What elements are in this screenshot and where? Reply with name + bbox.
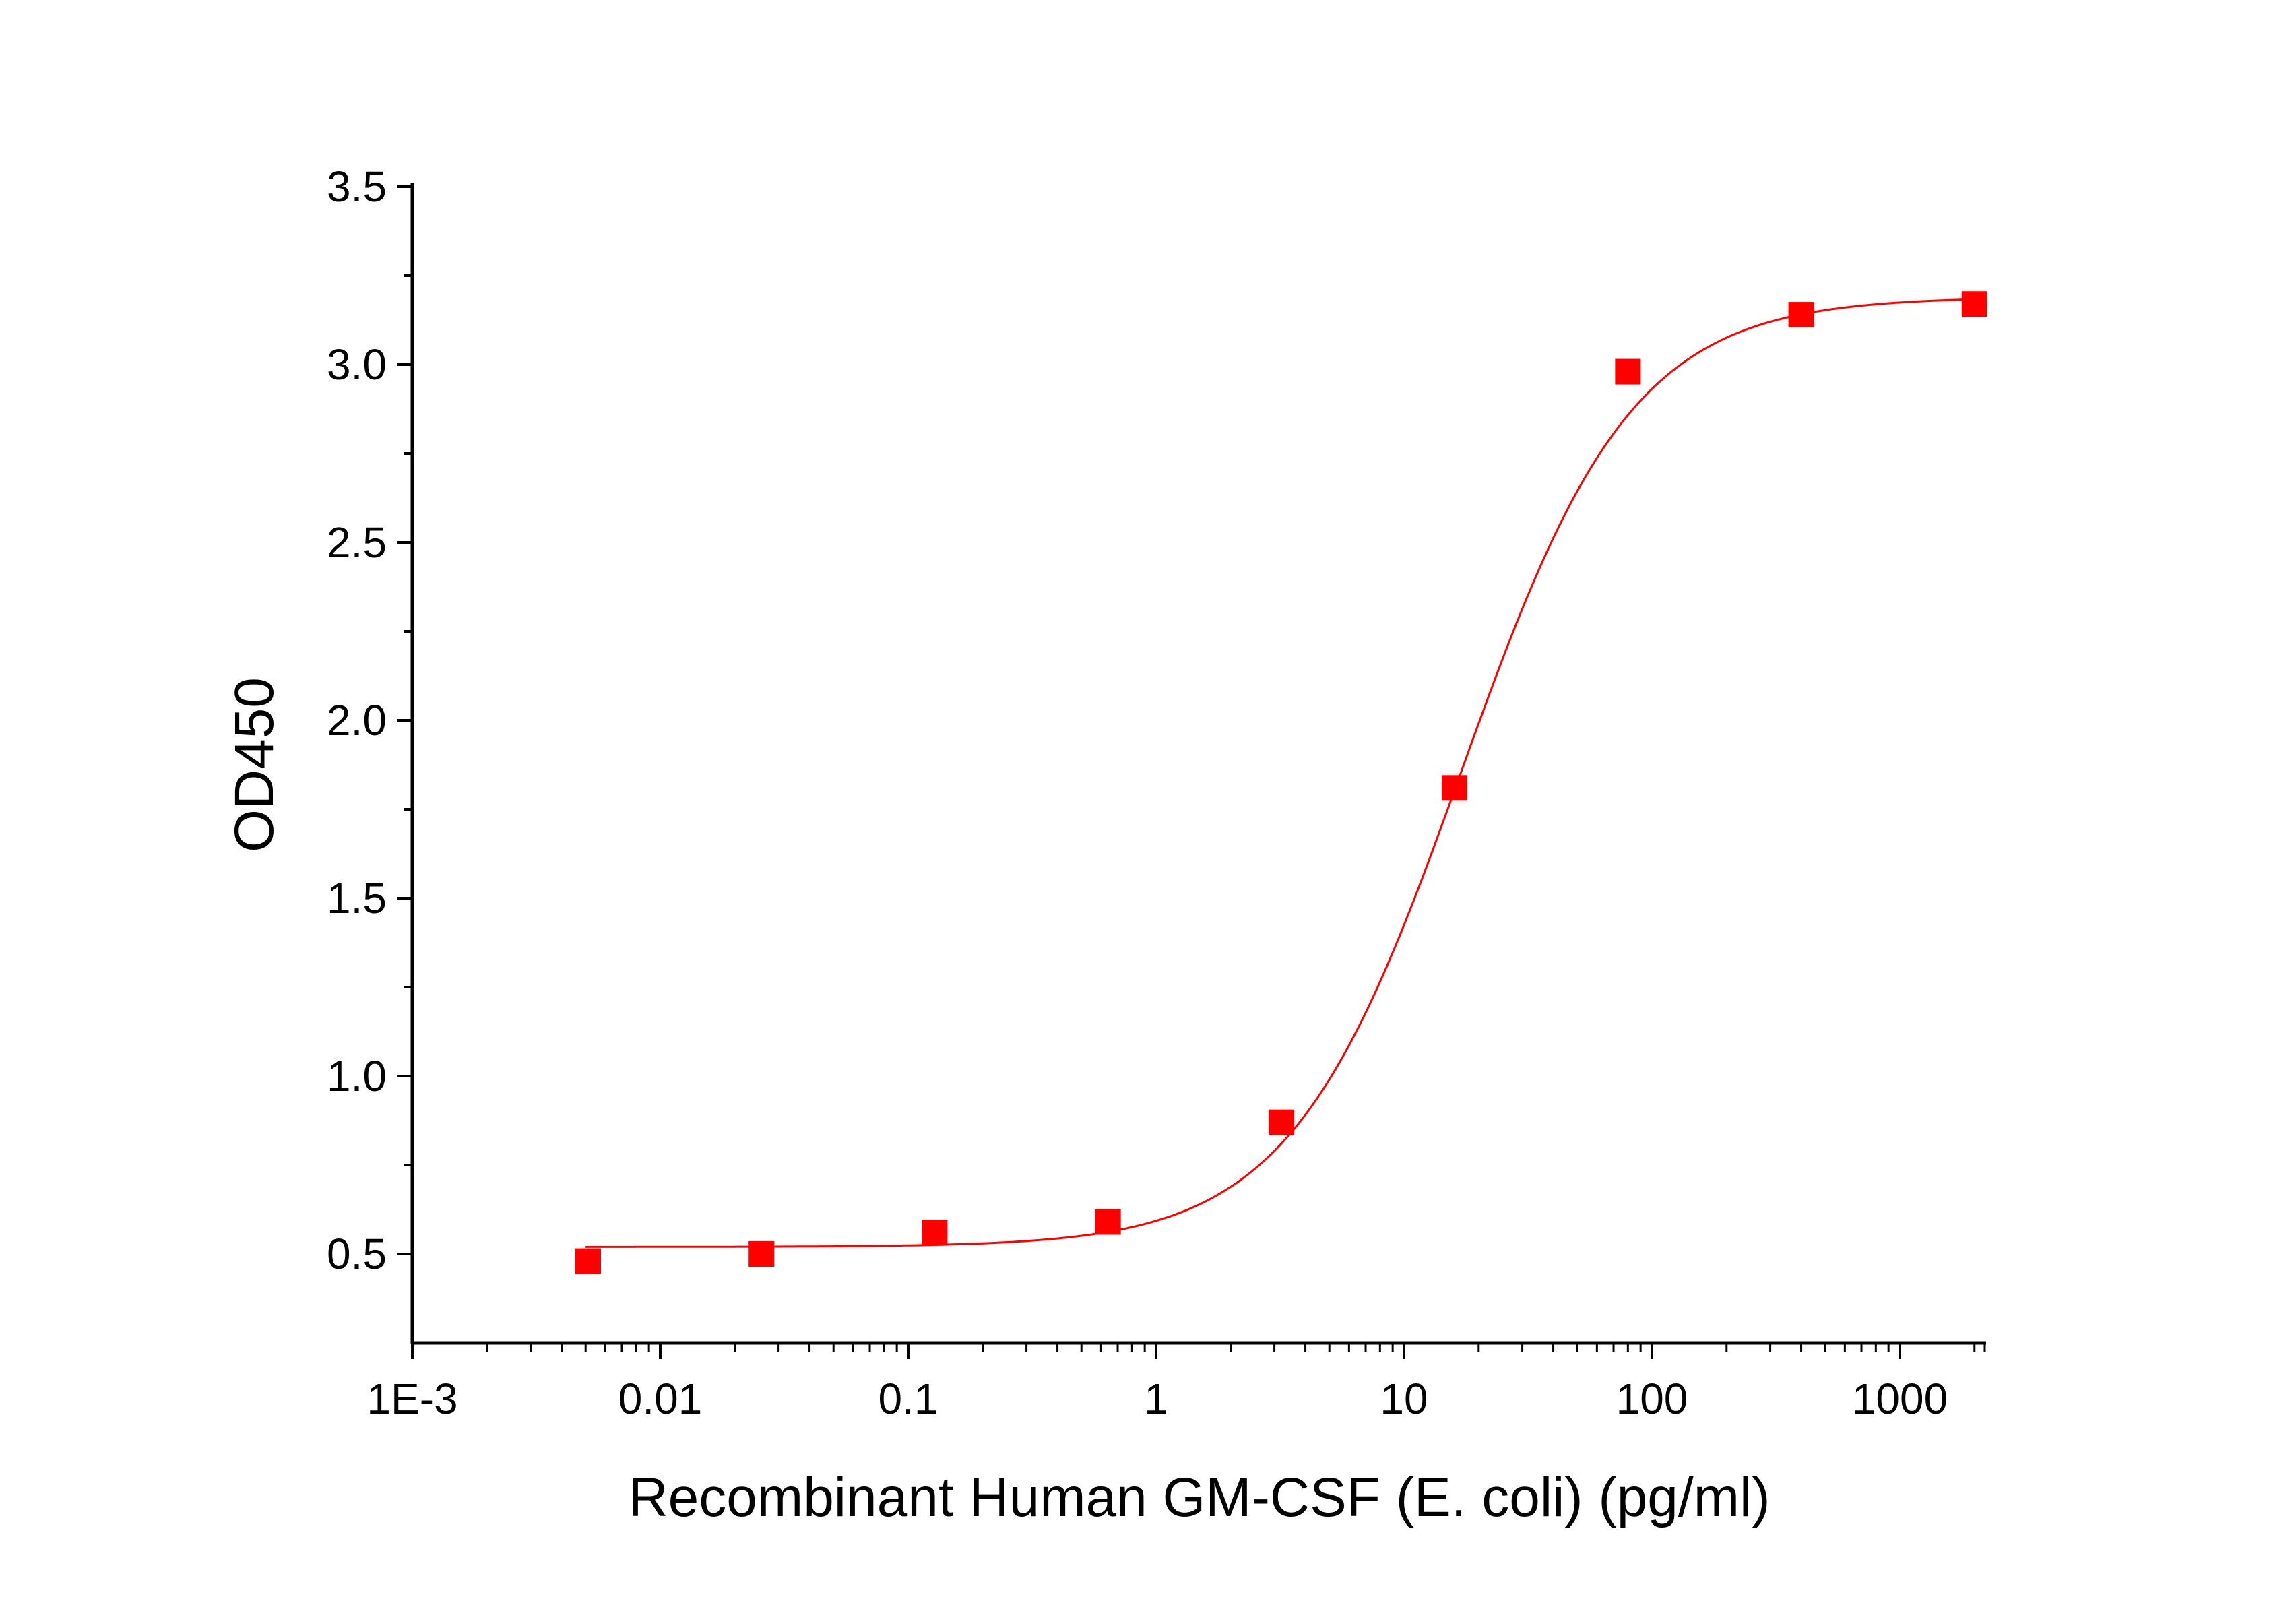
y-tick-label: 1.0: [327, 1052, 387, 1100]
y-tick-label: 3.5: [327, 162, 387, 211]
y-tick-label: 0.5: [327, 1230, 387, 1278]
fit-curve: [585, 298, 1975, 1248]
data-point: [1095, 1209, 1121, 1235]
data-point: [575, 1248, 602, 1274]
x-tick-label: 1E-3: [366, 1375, 457, 1423]
x-tick-label: 1000: [1852, 1375, 1948, 1423]
data-point: [1268, 1109, 1294, 1135]
data-point: [1615, 358, 1641, 385]
x-tick-label: 0.1: [879, 1375, 938, 1423]
data-point: [748, 1241, 775, 1267]
axis-ticks: 0.5 1.0 1.5 2.0 2.5 3.0 3.5 1E-3 0.01 0.1 1 10 100 10…: [327, 162, 1986, 1423]
x-tick-label: 0.01: [618, 1375, 703, 1423]
y-axis-title: OD450: [224, 677, 285, 852]
y-tick-label: 3.0: [327, 340, 387, 389]
data-points: [575, 291, 1987, 1274]
x-tick-label: 100: [1616, 1375, 1688, 1423]
x-tick-label: 1: [1144, 1375, 1168, 1423]
data-point: [922, 1220, 948, 1246]
data-point: [1788, 302, 1814, 328]
x-axis-title: Recombinant Human GM-CSF (E. coli) (pg/m…: [628, 1467, 1770, 1528]
x-tick-label: 10: [1380, 1375, 1428, 1423]
y-tick-label: 1.5: [327, 874, 387, 922]
y-tick-label: 2.0: [327, 696, 387, 745]
y-tick-label: 2.5: [327, 518, 387, 567]
data-point: [1442, 775, 1468, 801]
data-point: [1961, 291, 1987, 317]
